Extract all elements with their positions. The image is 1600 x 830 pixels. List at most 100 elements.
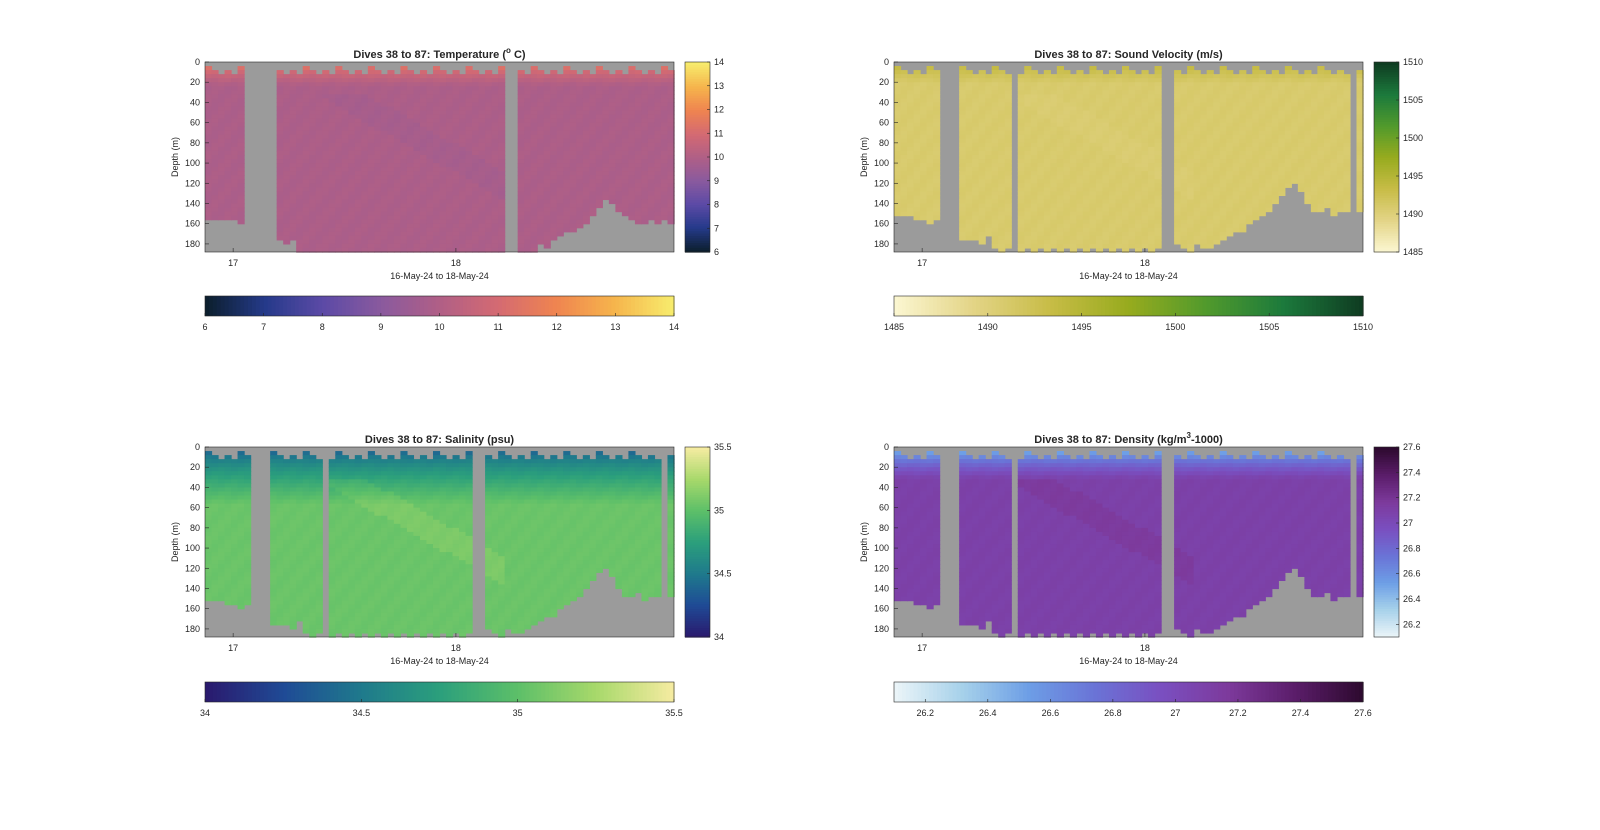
heatmap-cell — [393, 102, 402, 108]
heatmap-cell — [615, 171, 623, 176]
heatmap-cell — [1226, 134, 1234, 140]
heatmap-cell — [1030, 130, 1038, 136]
heatmap-cell — [907, 150, 915, 156]
heatmap-cell — [400, 82, 408, 87]
heatmap-cell — [439, 118, 447, 124]
heatmap-cell — [1232, 211, 1240, 217]
heatmap-cell — [920, 211, 928, 217]
heatmap-cell — [387, 167, 395, 172]
heatmap-cell — [1017, 126, 1025, 132]
heatmap-cell — [965, 110, 973, 116]
heatmap-cell — [556, 94, 564, 99]
heatmap-cell — [218, 167, 226, 172]
heatmap-cell — [628, 146, 636, 152]
heatmap-cell — [322, 102, 330, 108]
heatmap-cell — [400, 179, 408, 184]
heatmap-cell — [550, 130, 558, 136]
heatmap-cell — [933, 98, 941, 104]
heatmap-cell — [322, 94, 330, 99]
heatmap-cell — [537, 106, 545, 112]
heatmap-cell — [1063, 227, 1071, 233]
heatmap-cell — [218, 118, 226, 124]
colorbar-segment — [685, 90, 710, 94]
heatmap-cell — [615, 179, 623, 184]
heatmap-cell — [543, 219, 551, 225]
heatmap-cell — [1187, 187, 1195, 192]
heatmap-cell — [998, 215, 1006, 221]
heatmap-cell — [1050, 102, 1058, 108]
heatmap-cell — [1180, 118, 1188, 124]
heatmap-cell — [985, 183, 993, 188]
heatmap-cell — [452, 74, 460, 79]
heatmap-cell — [1141, 90, 1149, 95]
heatmap-cell — [426, 175, 434, 180]
heatmap-cell — [432, 243, 441, 249]
heatmap-cell — [985, 106, 993, 112]
heatmap-cell — [615, 82, 623, 87]
heatmap-cell — [231, 110, 239, 116]
heatmap-cell — [1115, 235, 1123, 241]
heatmap-cell — [1193, 199, 1201, 205]
heatmap-cell — [485, 106, 493, 112]
heatmap-cell — [1135, 146, 1143, 152]
heatmap-cell — [459, 130, 467, 136]
heatmap-cell — [1115, 110, 1123, 116]
heatmap-cell — [634, 187, 643, 192]
heatmap-cell — [595, 171, 603, 176]
heatmap-cell — [459, 138, 467, 144]
heatmap-cell — [926, 138, 934, 144]
heatmap-cell — [419, 183, 428, 188]
heatmap-cell — [341, 146, 349, 152]
heatmap-cell — [1004, 195, 1012, 201]
heatmap-cell — [524, 171, 532, 176]
heatmap-cell — [1148, 247, 1156, 253]
colorbar-segment — [443, 296, 448, 316]
heatmap-cell — [478, 102, 486, 108]
heatmap-cell — [654, 134, 662, 140]
heatmap-cell — [1089, 243, 1097, 249]
heatmap-cell — [1206, 227, 1214, 233]
heatmap-cell — [1056, 187, 1064, 192]
heatmap-cell — [926, 159, 934, 164]
heatmap-cell — [498, 195, 506, 201]
heatmap-cell — [1135, 191, 1143, 196]
heatmap-cell — [1232, 106, 1240, 112]
heatmap-cell — [602, 183, 610, 188]
heatmap-cell — [1232, 227, 1240, 233]
heatmap-cell — [959, 138, 967, 144]
heatmap-cell — [628, 171, 636, 176]
heatmap-cell — [959, 211, 967, 217]
heatmap-cell — [537, 118, 545, 124]
heatmap-cell — [991, 239, 999, 245]
heatmap-cell — [965, 159, 973, 164]
heatmap-cell — [1089, 191, 1097, 196]
heatmap-cell — [289, 98, 297, 104]
heatmap-cell — [374, 154, 382, 160]
heatmap-cell — [1135, 110, 1143, 116]
heatmap-cell — [1004, 118, 1012, 124]
heatmap-cell — [406, 199, 415, 205]
heatmap-cell — [1232, 187, 1240, 192]
heatmap-cell — [419, 90, 428, 95]
heatmap-cell — [452, 110, 460, 116]
heatmap-cell — [1050, 235, 1058, 241]
heatmap-cell — [413, 223, 421, 229]
heatmap-cell — [413, 247, 421, 253]
heatmap-cell — [1037, 110, 1045, 116]
heatmap-cell — [965, 82, 973, 87]
heatmap-cell — [556, 195, 564, 201]
heatmap-cell — [1082, 199, 1091, 205]
heatmap-cell — [1219, 110, 1227, 116]
heatmap-cell — [289, 211, 297, 217]
heatmap-cell — [432, 227, 441, 233]
colorbar-tick-label: 11 — [714, 128, 723, 138]
heatmap-cell — [439, 110, 447, 116]
heatmap-cell — [1043, 247, 1051, 253]
heatmap-cell — [647, 74, 656, 79]
heatmap-cell — [1082, 191, 1091, 196]
heatmap-cell — [1024, 134, 1032, 140]
heatmap-cell — [276, 146, 284, 152]
heatmap-cell — [276, 138, 284, 144]
heatmap-cell — [556, 175, 564, 180]
heatmap-cell — [1128, 243, 1136, 249]
